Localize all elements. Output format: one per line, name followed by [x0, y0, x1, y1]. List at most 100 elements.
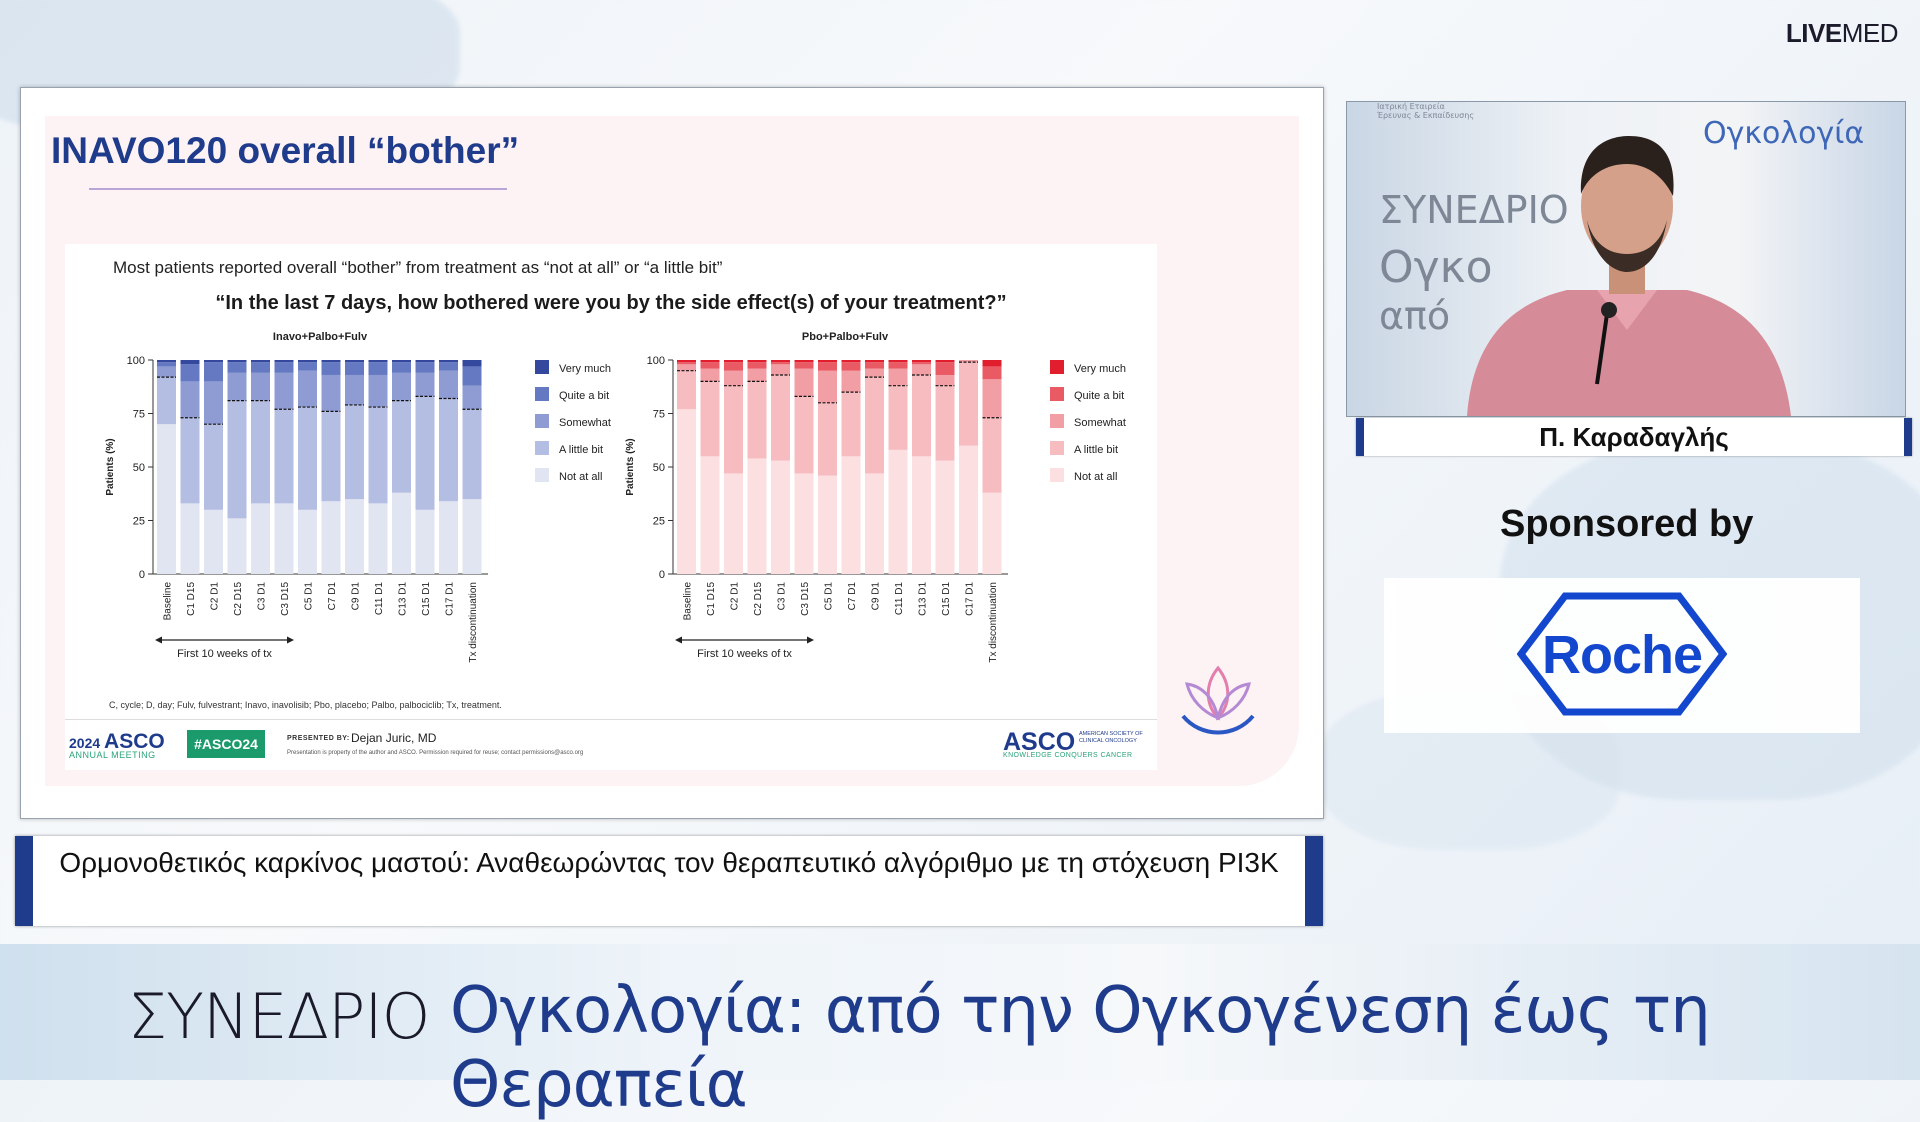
- bar-segment: [865, 368, 884, 378]
- bar-segment: [392, 372, 411, 401]
- x-tick-label: C13 D1: [398, 582, 409, 616]
- x-tick-label: C2 D1: [730, 582, 741, 611]
- legend-label: A little bit: [559, 444, 603, 456]
- session-topic-bar: Ορμονοθετικός καρκίνος μαστού: Αναθεωρών…: [15, 836, 1323, 926]
- bar-segment: [368, 362, 388, 375]
- bar-segment: [865, 473, 884, 574]
- bar-segment: [439, 360, 458, 363]
- bar-segment: [818, 362, 837, 371]
- bar-segment: [345, 362, 364, 375]
- bar-segment: [747, 360, 767, 363]
- x-tick-label: C2 D15: [233, 582, 244, 616]
- legend-swatch: [535, 387, 549, 401]
- bar-segment: [912, 362, 931, 365]
- legend-swatch: [1050, 468, 1064, 482]
- legend-label: Very much: [559, 363, 611, 375]
- y-tick-label: 0: [139, 569, 145, 581]
- x-tick-label: C17 D1: [965, 582, 976, 616]
- backdrop-logo-text: Ογκολογία: [1703, 116, 1865, 151]
- bar-segment: [415, 509, 435, 574]
- bar-segment: [251, 503, 270, 574]
- bar-segment: [794, 396, 814, 474]
- bar-segment: [771, 360, 790, 363]
- y-tick-label: 50: [653, 462, 665, 474]
- bar-segment: [180, 364, 200, 382]
- bar-segment: [959, 362, 978, 446]
- bar-segment: [982, 379, 1002, 418]
- x-tick-label: C2 D15: [753, 582, 764, 616]
- asco-annual-meeting-logo: 2024 ASCO: [69, 730, 165, 753]
- conference-label: ΣΥΝΕΔΡΙΟ: [128, 980, 430, 1053]
- bar-segment: [865, 360, 884, 363]
- bar-segment: [841, 392, 861, 457]
- asco-society-name: AMERICAN SOCIETY OF CLINICAL ONCOLOGY: [1079, 731, 1143, 744]
- bar-segment: [204, 424, 223, 510]
- legend-swatch: [1050, 441, 1064, 455]
- x-tick-label: C15 D1: [421, 582, 432, 616]
- roche-hexagon-icon: [1517, 592, 1727, 716]
- chart-title: Pbo+Palbo+Fulv: [802, 331, 889, 343]
- bar-segment: [462, 360, 482, 367]
- legend-swatch: [1050, 414, 1064, 428]
- bar-segment: [227, 362, 247, 373]
- backdrop-title-text: ΣΥΝΕΔΡΙΟ: [1379, 188, 1569, 232]
- bar-segment: [771, 364, 790, 375]
- bar-segment: [724, 360, 743, 363]
- x-tick-label: Tx discontinuation: [988, 582, 999, 663]
- bar-segment: [439, 398, 458, 502]
- y-tick-label: 100: [647, 355, 665, 367]
- presenter-name: Dejan Juric, MD: [351, 731, 437, 745]
- bar-segment: [180, 417, 200, 504]
- legend-label: A little bit: [1074, 444, 1118, 456]
- y-tick-label: 0: [659, 569, 665, 581]
- chart-title: Inavo+Palbo+Fulv: [273, 331, 368, 343]
- chart-panel: Most patients reported overall “bother” …: [65, 244, 1157, 770]
- bar-segment: [888, 360, 908, 363]
- bar-segment: [251, 360, 270, 363]
- bar-segment: [180, 503, 200, 574]
- x-tick-label: C5 D1: [304, 582, 315, 611]
- bar-segment: [251, 362, 270, 373]
- bar-segment: [298, 370, 317, 408]
- bar-segment: [841, 362, 861, 371]
- bar-segment: [392, 360, 411, 363]
- bar-segment: [227, 360, 247, 363]
- bar-segment: [771, 374, 790, 461]
- bar-segment: [439, 370, 458, 399]
- slide-title: INAVO120 overall “bother”: [51, 130, 520, 171]
- presentation-slide: INAVO120 overall “bother” Most patients …: [20, 87, 1324, 819]
- x-tick-label: C1 D15: [706, 582, 717, 616]
- bar-segment: [345, 360, 364, 363]
- weeks-arrow-head-left: [155, 636, 162, 644]
- bar-segment: [677, 370, 696, 410]
- legend-swatch: [1050, 387, 1064, 401]
- reuse-disclaimer: Presentation is property of the author a…: [287, 750, 584, 756]
- first-weeks-label: First 10 weeks of tx: [697, 648, 792, 660]
- bar-segment: [157, 424, 176, 574]
- livemed-logo: LIVEMED: [1785, 18, 1899, 48]
- bar-segment: [298, 362, 317, 371]
- bar-segment: [888, 362, 908, 369]
- x-tick-label: C11 D1: [374, 582, 385, 616]
- speaker-figure: [1467, 136, 1791, 416]
- bar-segment: [298, 509, 317, 574]
- legend-swatch: [535, 414, 549, 428]
- bar-segment: [794, 360, 814, 363]
- weeks-arrow-head-right: [287, 636, 294, 644]
- x-tick-label: C3 D15: [280, 582, 291, 616]
- bar-segment: [368, 407, 388, 504]
- bar-segment: [415, 396, 435, 510]
- bar-segment: [274, 409, 294, 504]
- y-tick-label: 75: [653, 409, 665, 421]
- bar-segment: [415, 372, 435, 397]
- bar-segment: [841, 370, 861, 393]
- x-tick-label: C13 D1: [918, 582, 929, 616]
- asco-tagline: KNOWLEDGE CONQUERS CANCER: [1003, 752, 1133, 759]
- y-tick-label: 50: [133, 462, 145, 474]
- bar-segment: [462, 499, 482, 574]
- bar-segment: [345, 404, 364, 500]
- bar-segment: [794, 473, 814, 574]
- legend-label: Quite a bit: [559, 390, 609, 402]
- survey-question: “In the last 7 days, how bothered were y…: [215, 292, 1007, 314]
- legend-swatch: [535, 441, 549, 455]
